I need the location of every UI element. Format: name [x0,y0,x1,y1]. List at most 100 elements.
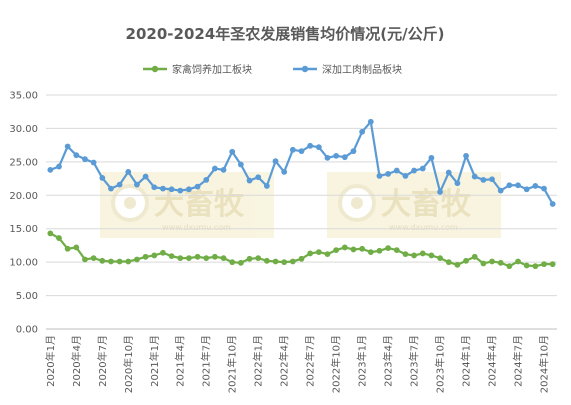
data-point [237,161,244,168]
data-point [437,255,443,262]
data-point [116,181,123,188]
y-tick-label: 0.00 [16,325,38,336]
data-point [281,259,288,266]
y-tick-label: 5.00 [16,291,38,302]
data-point [393,247,400,254]
x-axis: 2020年1月 2020年4月 2020年7月 2020年10月 2021年1月 2021… [44,335,551,393]
data-point [177,187,184,194]
data-point [532,263,539,270]
x-tick-label: 2021年1月 [148,335,161,387]
data-point [445,169,452,176]
data-point [255,255,262,262]
x-tick-label: 2024年1月 [460,335,473,387]
data-point [194,183,201,190]
data-point [73,152,80,159]
x-tick-label: 2023年4月 [382,335,395,387]
data-point [341,244,348,251]
y-tick-label: 35.00 [9,91,38,102]
data-point [194,253,201,260]
data-point [289,146,296,153]
series-0 [47,230,556,270]
data-point [489,176,495,183]
data-point [471,173,478,180]
data-point [497,187,504,194]
data-point [307,250,314,257]
data-point [160,249,166,256]
data-point [272,158,279,165]
data-point [47,166,54,173]
data-point [549,261,556,268]
x-tick-label: 2024年10月 [538,335,551,393]
y-tick-label: 10.00 [9,258,38,269]
data-point [541,261,547,268]
data-point [393,167,400,174]
y-tick-label: 30.00 [9,124,38,135]
data-point [523,262,530,269]
data-point [402,251,409,258]
data-point [385,170,392,177]
data-point [489,258,495,265]
data-point [324,251,331,258]
x-tick-label: 2022年4月 [278,335,291,387]
data-point [168,186,175,193]
y-tick-label: 25.00 [9,157,38,168]
data-point [246,177,253,184]
data-point [419,250,426,257]
data-point [142,173,149,180]
data-point [359,128,366,135]
data-point [376,173,383,179]
data-point [177,255,184,262]
data-point [541,185,547,192]
data-point [437,189,443,195]
data-point [56,235,62,241]
data-point [203,255,210,262]
data-point [281,168,288,175]
data-point [341,154,348,161]
watermark-text-right: 大畜牧 [381,187,472,222]
legend-label-poultry: 家禽饲养加工板块 [172,63,252,76]
data-point [289,258,296,265]
data-point [333,152,340,159]
x-tick-label: 2020年1月 [44,335,57,387]
data-point [255,174,262,181]
data-point [298,255,305,262]
x-tick-label: 2023年10月 [434,335,447,393]
x-tick-label: 2024年4月 [486,335,499,387]
data-point [445,259,452,266]
data-point [116,258,123,265]
data-point [298,148,305,155]
data-point [220,166,227,173]
data-point [480,260,487,267]
data-point [125,258,132,265]
data-point [367,249,374,256]
x-tick-label: 2022年1月 [252,335,265,387]
data-point [263,183,270,189]
data-point [463,152,469,159]
data-point [237,259,244,266]
data-point [211,253,218,260]
data-point [134,256,140,263]
data-point [350,148,357,155]
legend-marker-poultry [151,65,159,73]
data-point [480,177,487,183]
data-point [324,154,331,161]
x-tick-label: 2020年7月 [96,335,109,387]
data-point [428,154,435,161]
data-point [402,173,409,179]
data-point [203,177,210,183]
data-point [134,181,140,188]
chart-title: 2020-2024年圣农发展销售均价情况(元/公斤) [126,25,445,43]
data-point [160,185,166,192]
watermark-text-left: 大畜牧 [154,187,245,222]
data-point [350,246,357,253]
data-point [151,184,158,191]
series-layer [47,118,556,270]
data-point [471,253,478,260]
series-1 [47,118,556,207]
data-point [428,252,435,259]
legend-item-processed: 深加工肉制品板块 [293,63,402,76]
data-point [515,258,521,265]
data-point [99,175,106,181]
data-point [411,252,417,259]
watermark-url-right: www.dxumu.com [389,223,458,232]
